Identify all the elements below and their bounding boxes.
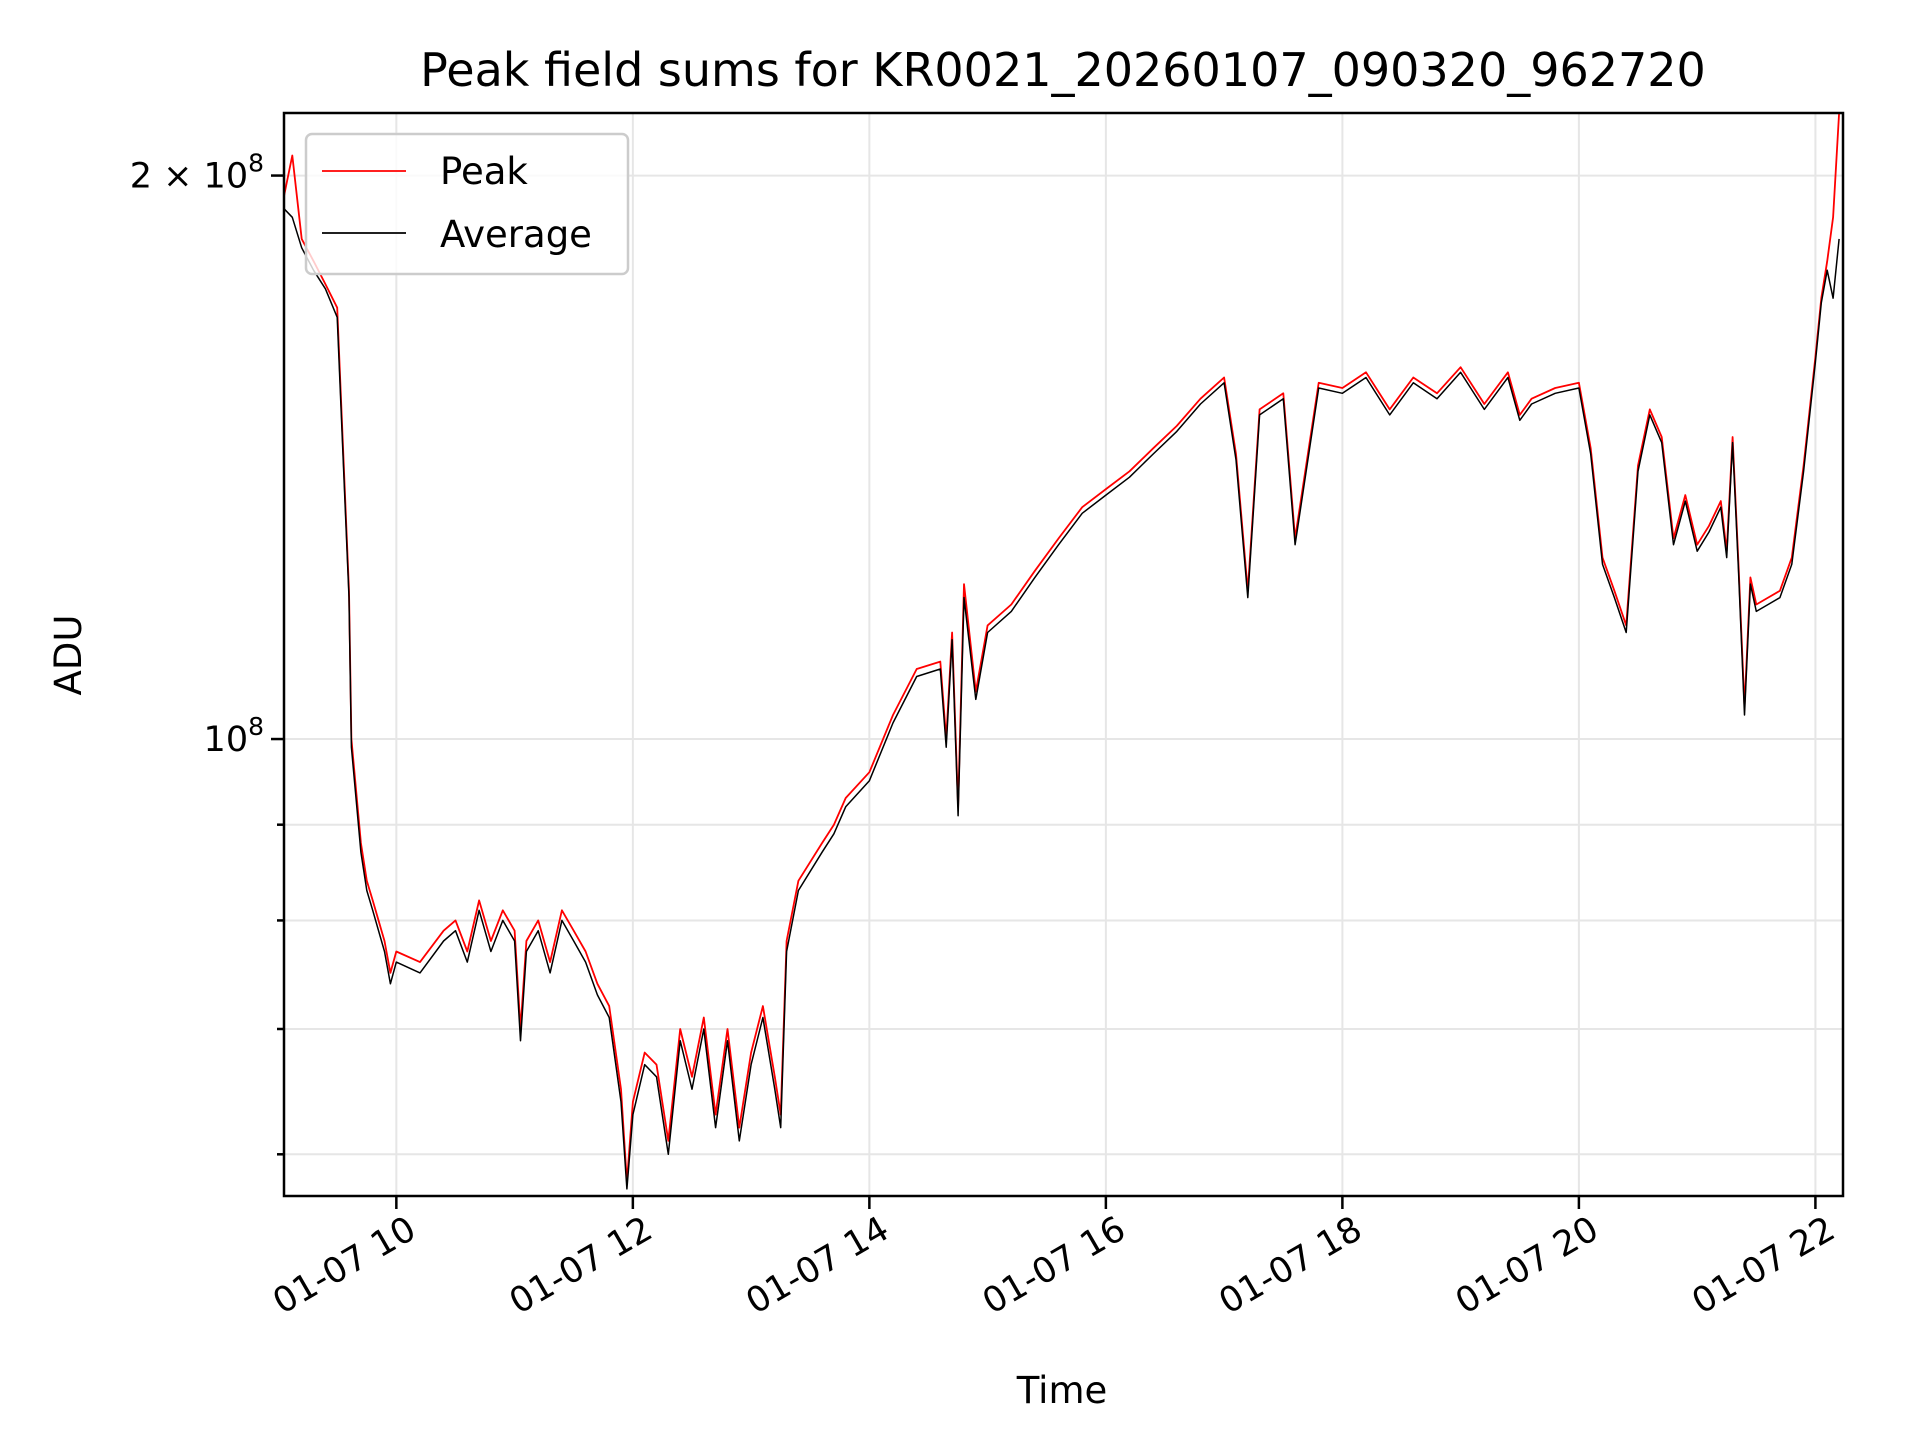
- y-tick-label: 108: [204, 712, 264, 760]
- x-axis-label: Time: [1016, 1369, 1108, 1412]
- legend-label-peak: Peak: [440, 150, 528, 193]
- legend-box: [304, 132, 630, 276]
- chart-title: Peak field sums for KR0021_20260107_0903…: [420, 43, 1706, 97]
- series-line-average: [283, 208, 1840, 1190]
- x-tick-label: 01-07 14: [740, 1209, 896, 1322]
- x-tick-label: 01-07 16: [976, 1209, 1132, 1322]
- legend: Peak Average: [304, 132, 630, 276]
- series-layer: [283, 112, 1840, 1190]
- x-tick-label: 01-07 22: [1686, 1209, 1842, 1322]
- x-tick-label: 01-07 10: [267, 1209, 423, 1322]
- y-tick-label: 2 × 108: [130, 149, 264, 197]
- x-tick-label: 01-07 12: [503, 1209, 659, 1322]
- x-tick-label: 01-07 20: [1449, 1209, 1605, 1322]
- grid-layer: [284, 113, 1843, 1196]
- plot-frame: [282, 111, 1845, 1198]
- legend-label-average: Average: [440, 213, 592, 256]
- y-axis-label: ADU: [47, 615, 90, 696]
- x-tick-label: 01-07 18: [1213, 1209, 1369, 1322]
- ticks-layer: 01-07 10 01-07 12 01-07 14 01-07 16 01-07 18…: [130, 149, 1842, 1323]
